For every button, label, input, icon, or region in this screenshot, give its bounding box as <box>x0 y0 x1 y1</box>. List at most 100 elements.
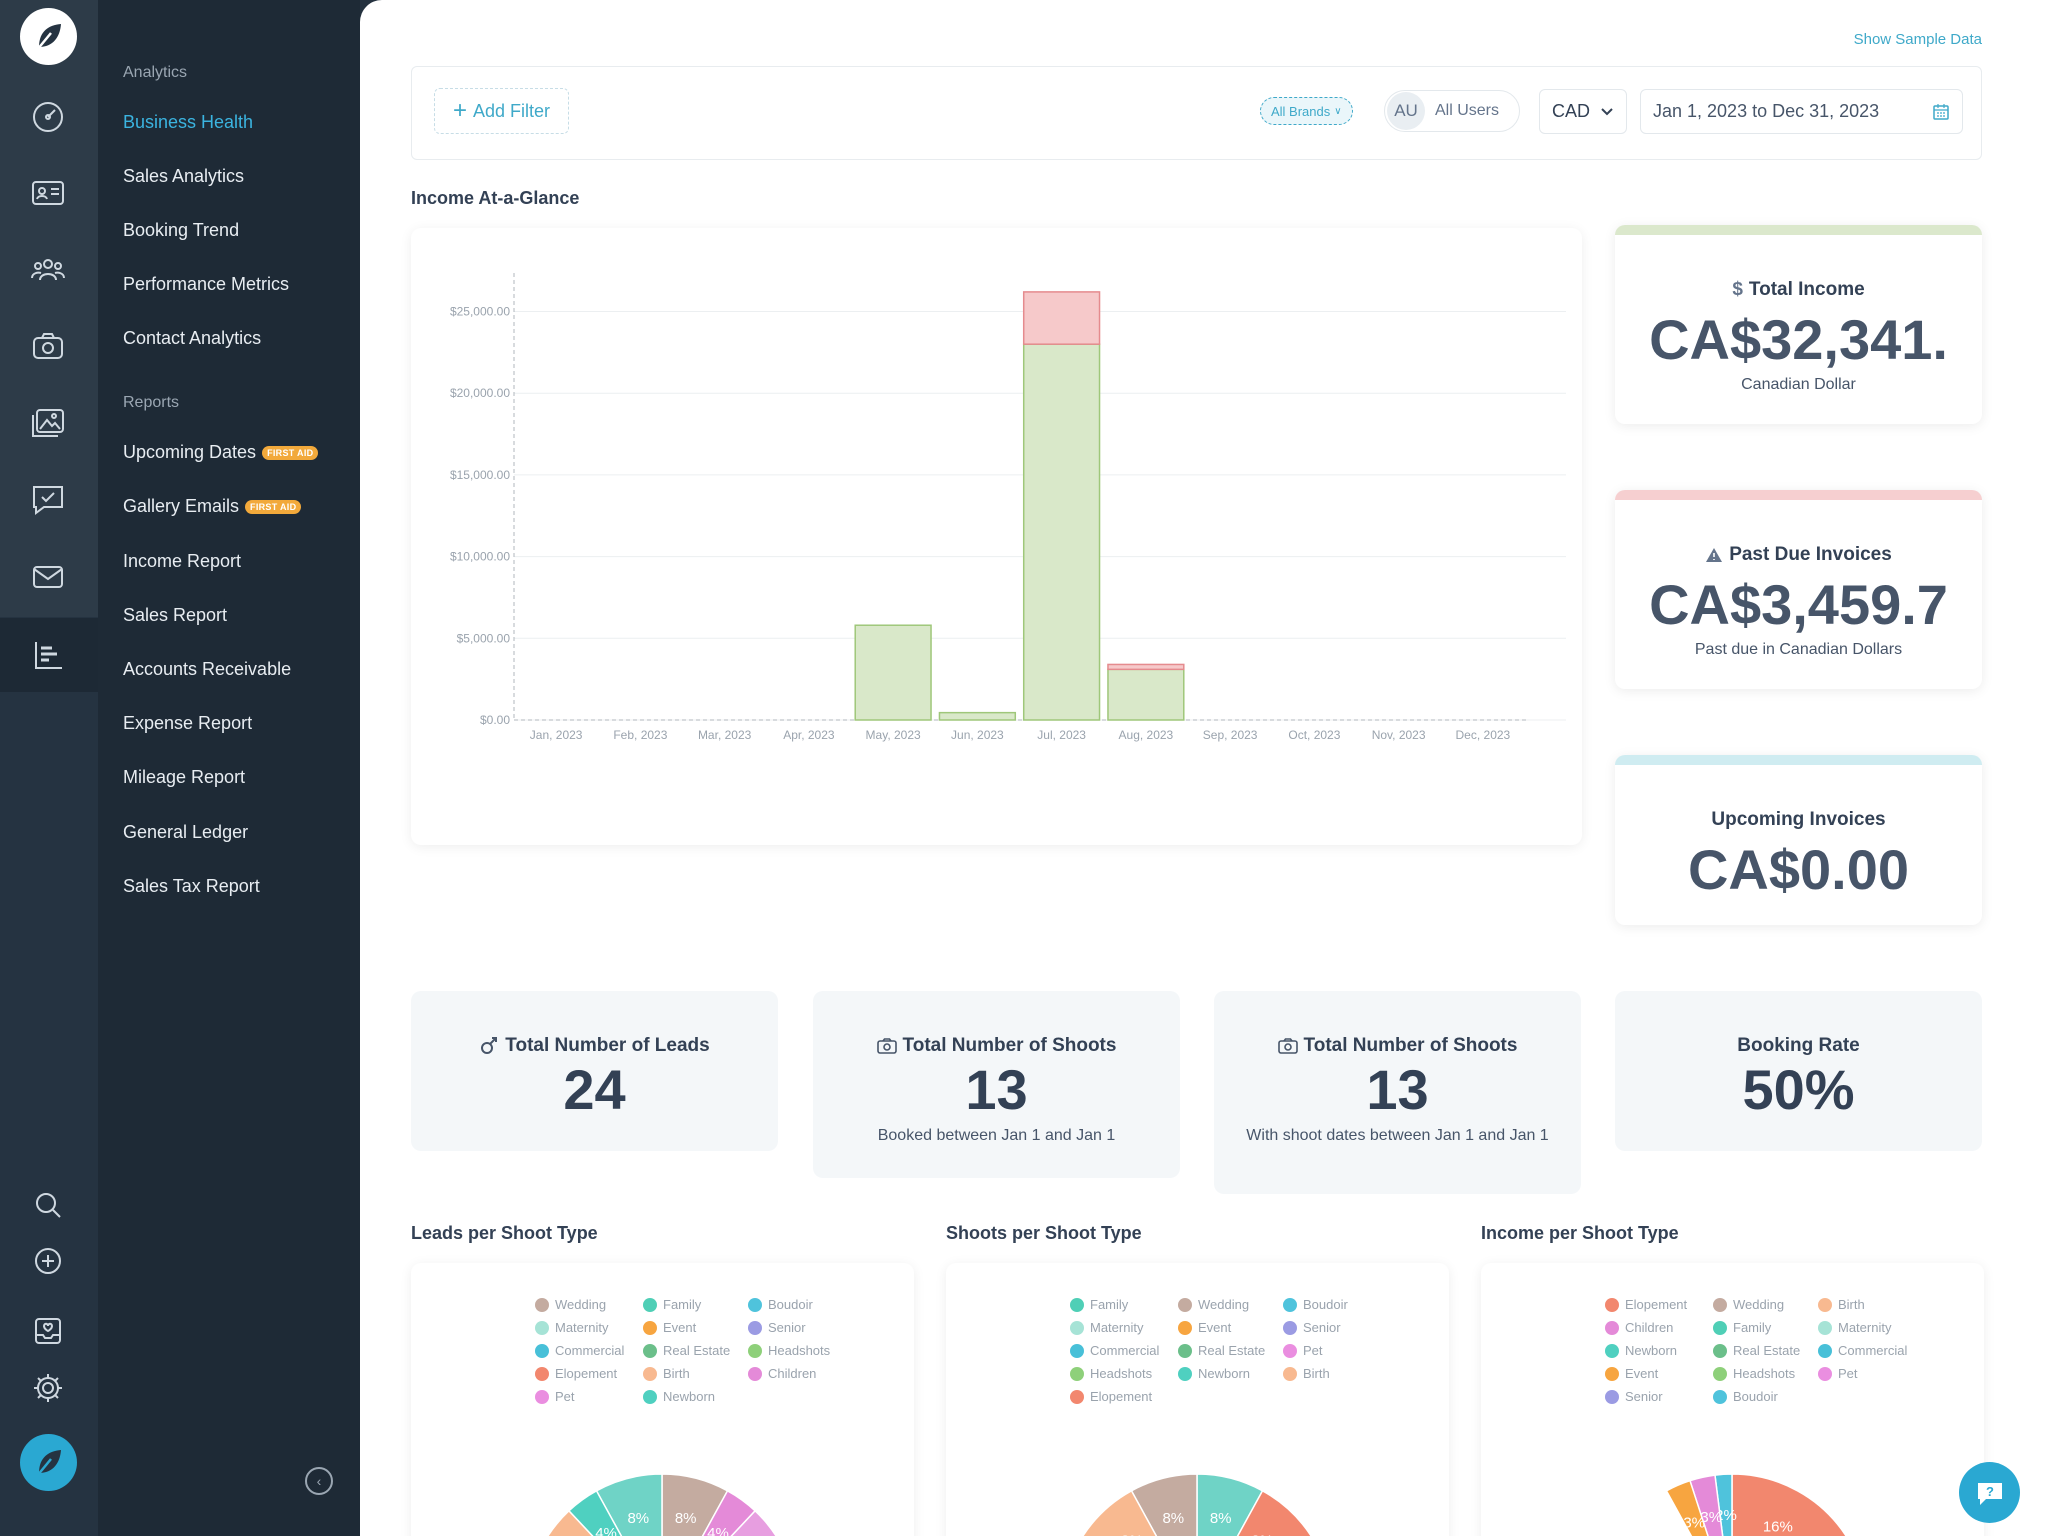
legend-item[interactable]: Wedding <box>535 1297 643 1312</box>
menu-item-sales-analytics[interactable]: Sales Analytics <box>123 166 245 186</box>
legend-label: Children <box>768 1366 817 1381</box>
legend-item[interactable]: Boudoir <box>1713 1389 1818 1404</box>
card-accent-bar <box>1615 225 1982 235</box>
legend-item[interactable]: Elopement <box>1070 1389 1178 1404</box>
legend-item[interactable]: Children <box>1605 1320 1713 1335</box>
legend-item[interactable]: Senior <box>1605 1389 1713 1404</box>
contact-card-icon[interactable] <box>24 169 72 217</box>
legend-item[interactable]: Family <box>643 1297 748 1312</box>
legend-item[interactable]: Commercial <box>1070 1343 1178 1358</box>
legend-item[interactable]: Senior <box>748 1320 853 1335</box>
legend-item[interactable]: Senior <box>1283 1320 1388 1335</box>
reports-icon[interactable] <box>24 631 72 679</box>
search-icon[interactable] <box>24 1181 72 1229</box>
menu-item-general-ledger[interactable]: General Ledger <box>123 822 249 842</box>
legend-item[interactable]: Newborn <box>1605 1343 1713 1358</box>
dashboard-icon[interactable] <box>24 93 72 141</box>
add-icon[interactable] <box>24 1237 72 1285</box>
legend-item[interactable]: Birth <box>1283 1366 1388 1381</box>
legend-item[interactable]: Headshots <box>748 1343 853 1358</box>
menu-item-upcoming-dates[interactable]: Upcoming Dates FIRST AID <box>123 442 319 463</box>
settings-icon[interactable] <box>24 1364 72 1412</box>
legend-item[interactable]: Wedding <box>1178 1297 1283 1312</box>
x-tick-label: Jul, 2023 <box>1037 728 1086 742</box>
legend-item[interactable]: Event <box>643 1320 748 1335</box>
currency-select[interactable]: CAD <box>1539 89 1627 134</box>
legend-item[interactable]: Commercial <box>535 1343 643 1358</box>
menu-item-mileage-report[interactable]: Mileage Report <box>123 767 246 787</box>
add-filter-button[interactable]: + Add Filter <box>434 88 569 134</box>
menu-item-contact-analytics[interactable]: Contact Analytics <box>123 328 262 348</box>
legend-item[interactable]: Elopement <box>535 1366 643 1381</box>
legend-item[interactable]: Boudoir <box>748 1297 853 1312</box>
y-tick-label: $10,000.00 <box>450 550 510 564</box>
legend-item[interactable]: Real Estate <box>1178 1343 1283 1358</box>
chat-check-icon[interactable] <box>24 476 72 524</box>
legend-item[interactable]: Elopement <box>1605 1297 1713 1312</box>
booking-rate-kpi-card: Booking Rate 50% <box>1615 991 1982 1151</box>
menu-item-accounts-receivable[interactable]: Accounts Receivable <box>123 659 292 679</box>
legend-item[interactable]: Family <box>1713 1320 1818 1335</box>
legend-item[interactable]: Real Estate <box>1713 1343 1818 1358</box>
kpi-label: Booking Rate <box>1737 1035 1860 1056</box>
menu-item-business-health[interactable]: Business Health <box>123 112 254 132</box>
legend-item[interactable]: Birth <box>643 1366 748 1381</box>
menu-item-sales-tax-report[interactable]: Sales Tax Report <box>123 876 260 896</box>
income-bar <box>854 624 932 721</box>
legend-item[interactable]: Newborn <box>643 1389 748 1404</box>
legend-item[interactable]: Boudoir <box>1283 1297 1388 1312</box>
people-icon[interactable] <box>24 246 72 294</box>
mail-icon[interactable] <box>24 553 72 601</box>
legend-item[interactable]: Maternity <box>1818 1320 1923 1335</box>
legend-item[interactable]: Event <box>1605 1366 1713 1381</box>
collapse-sidebar-button[interactable]: ‹ <box>305 1467 333 1495</box>
users-filter[interactable]: AU All Users <box>1384 90 1520 132</box>
legend-item[interactable]: Pet <box>1283 1343 1388 1358</box>
menu-item-gallery-emails[interactable]: Gallery Emails FIRST AID <box>123 496 302 517</box>
legend-item[interactable]: Event <box>1178 1320 1283 1335</box>
inbox-icon[interactable] <box>24 1307 72 1355</box>
legend-item[interactable]: Pet <box>1818 1366 1923 1381</box>
legend-swatch <box>1818 1343 1832 1358</box>
legend-item[interactable]: Pet <box>535 1389 643 1404</box>
legend-item[interactable]: Commercial <box>1818 1343 1923 1358</box>
pie-slice <box>1082 1489 1158 1536</box>
legend-label: Maternity <box>555 1320 609 1335</box>
app-logo[interactable] <box>20 8 77 65</box>
legend-item[interactable]: Headshots <box>1713 1366 1818 1381</box>
income-bar-chart: $0.00 $5,000.00 $10,000.00 $15,000.00 $20,00… <box>450 273 1566 742</box>
legend-item[interactable]: Birth <box>1818 1297 1923 1312</box>
legend-item[interactable]: Headshots <box>1070 1366 1178 1381</box>
menu-item-performance-metrics[interactable]: Performance Metrics <box>123 274 290 294</box>
menu-item-booking-trend[interactable]: Booking Trend <box>123 220 240 240</box>
legend-item[interactable]: Maternity <box>535 1320 643 1335</box>
pie-slice-label: 8% <box>675 1510 697 1527</box>
menu-item-expense-report[interactable]: Expense Report <box>123 713 253 733</box>
legend-item[interactable]: Real Estate <box>643 1343 748 1358</box>
legend-item[interactable]: Wedding <box>1713 1297 1818 1312</box>
legend-swatch <box>748 1343 762 1358</box>
show-sample-data-link[interactable]: Show Sample Data <box>1853 31 1982 48</box>
plus-icon: + <box>452 97 467 124</box>
leads-pie-card: Wedding Family Boudoir Maternity Event Senior… <box>411 1263 914 1536</box>
y-tick-label: $0.00 <box>480 713 510 727</box>
first-aid-badge: FIRST AID <box>245 499 302 514</box>
legend-item[interactable]: Newborn <box>1178 1366 1283 1381</box>
x-tick-label: Nov, 2023 <box>1372 728 1426 742</box>
y-tick-label: $20,000.00 <box>450 386 510 400</box>
gallery-icon[interactable] <box>24 399 72 447</box>
legend-item[interactable]: Children <box>748 1366 853 1381</box>
brands-filter[interactable]: All Brands ∨ <box>1260 97 1353 125</box>
legend-label: Wedding <box>555 1297 607 1312</box>
date-range-picker[interactable]: Jan 1, 2023 to Dec 31, 2023 <box>1640 89 1963 134</box>
menu-item-income-report[interactable]: Income Report <box>123 551 242 571</box>
menu-item-sales-report[interactable]: Sales Report <box>123 605 228 625</box>
camera-icon[interactable] <box>24 322 72 370</box>
legend-item[interactable]: Maternity <box>1070 1320 1178 1335</box>
past-due-bar <box>1022 291 1101 345</box>
legend-item[interactable]: Family <box>1070 1297 1178 1312</box>
help-chat-button[interactable]: ? <box>1959 1462 2020 1523</box>
account-logo[interactable] <box>20 1434 77 1491</box>
menu-item-label: Gallery Emails <box>123 496 240 516</box>
legend-label: Birth <box>1303 1366 1330 1381</box>
